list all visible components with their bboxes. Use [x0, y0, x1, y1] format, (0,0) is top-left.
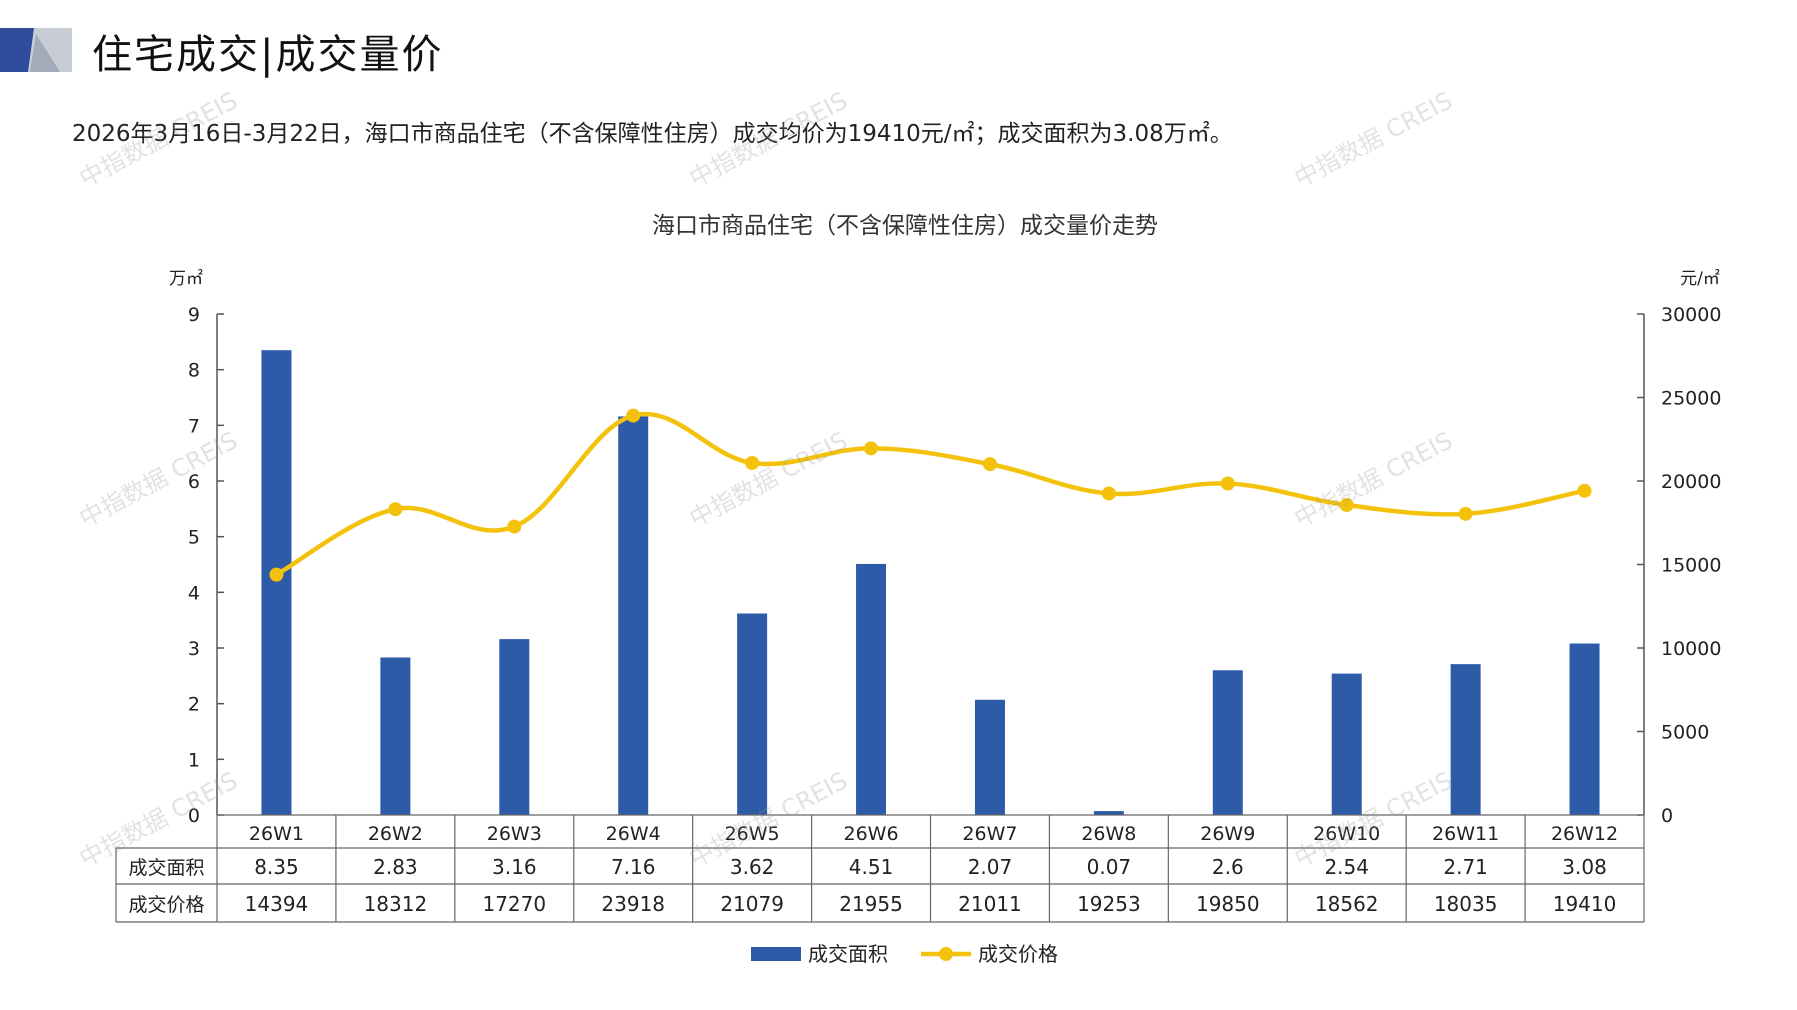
table-cell-area: 2.6	[1212, 855, 1244, 879]
right-axis-unit: 元/㎡	[1680, 269, 1720, 289]
left-axis-tick-label: 2	[188, 694, 200, 716]
bar-area-26W9	[1212, 670, 1243, 815]
left-axis-tick-label: 4	[188, 582, 200, 604]
table-cell-area: 8.35	[254, 855, 299, 879]
table-cell-price: 18312	[364, 892, 428, 916]
legend-label-price: 成交价格	[978, 942, 1058, 966]
table-cell-area: 4.51	[849, 855, 894, 879]
table-cell-price: 23918	[601, 892, 665, 916]
table-cell-area: 3.08	[1562, 855, 1607, 879]
x-tick-label: 26W4	[606, 823, 661, 845]
right-axis-tick-label: 25000	[1661, 388, 1721, 410]
legend-label-area: 成交面积	[808, 942, 888, 966]
left-axis-tick-label: 1	[188, 749, 200, 771]
price-point-26W7	[982, 457, 997, 472]
table-cell-price: 17270	[482, 892, 546, 916]
price-point-26W1	[269, 567, 284, 582]
table-cell-price: 18562	[1315, 892, 1379, 916]
right-axis-tick-label: 0	[1661, 805, 1673, 827]
price-point-26W12	[1577, 483, 1592, 498]
left-axis-tick-label: 3	[188, 638, 200, 660]
table-cell-area: 7.16	[611, 855, 656, 879]
bar-area-26W6	[856, 563, 887, 815]
left-axis-tick-label: 5	[188, 527, 200, 549]
price-point-26W9	[1220, 476, 1235, 491]
legend-swatch-price-marker	[939, 947, 953, 961]
price-point-26W5	[745, 455, 760, 470]
table-cell-price: 18035	[1434, 892, 1498, 916]
right-axis-tick-label: 20000	[1661, 471, 1721, 493]
price-point-26W10	[1339, 498, 1354, 513]
right-axis-tick-label: 10000	[1661, 638, 1721, 660]
x-tick-label: 26W5	[725, 823, 780, 845]
bar-area-26W8	[1093, 811, 1124, 815]
table-cell-area: 2.07	[968, 855, 1013, 879]
left-axis-tick-label: 0	[188, 805, 200, 827]
bar-area-26W3	[499, 639, 530, 815]
price-point-26W11	[1458, 506, 1473, 521]
x-tick-label: 26W9	[1200, 823, 1255, 845]
table-cell-price: 19850	[1196, 892, 1260, 916]
table-cell-price: 19410	[1553, 892, 1617, 916]
table-cell-area: 2.71	[1443, 855, 1488, 879]
x-tick-label: 26W12	[1551, 823, 1618, 845]
right-axis-tick-label: 5000	[1661, 722, 1709, 744]
price-point-26W6	[864, 441, 879, 456]
x-tick-label: 26W3	[487, 823, 542, 845]
table-row-label-price: 成交价格	[128, 894, 204, 916]
table-cell-price: 14394	[245, 892, 309, 916]
x-tick-label: 26W6	[844, 823, 899, 845]
table-cell-area: 0.07	[1087, 855, 1132, 879]
right-axis-tick-label: 30000	[1661, 304, 1721, 326]
page-title: 住宅成交|成交量价	[92, 32, 444, 78]
bar-area-26W12	[1569, 643, 1600, 815]
table-cell-area: 3.62	[730, 855, 775, 879]
x-tick-label: 26W1	[249, 823, 304, 845]
table-cell-area: 2.83	[373, 855, 418, 879]
accent-bar-shade	[30, 34, 60, 72]
price-point-26W2	[388, 502, 403, 517]
bar-area-26W5	[737, 613, 768, 815]
price-point-26W4	[626, 408, 641, 423]
x-tick-label: 26W2	[368, 823, 423, 845]
bar-area-26W7	[974, 699, 1005, 815]
table-cell-price: 21955	[839, 892, 903, 916]
left-axis-tick-label: 8	[188, 360, 200, 382]
bar-area-26W2	[380, 657, 411, 815]
price-point-26W8	[1101, 486, 1116, 501]
left-axis-tick-label: 9	[188, 304, 200, 326]
bar-area-26W11	[1450, 664, 1481, 815]
header-accent-bar	[0, 28, 72, 72]
table-cell-area: 2.54	[1324, 855, 1369, 879]
legend-swatch-area	[751, 947, 801, 961]
left-axis-tick-label: 7	[188, 415, 200, 437]
table-row-label-area: 成交面积	[128, 857, 204, 879]
left-axis-tick-label: 6	[188, 471, 200, 493]
price-line	[274, 411, 1587, 577]
accent-bar-dark	[0, 28, 36, 72]
left-axis-unit: 万㎡	[169, 269, 203, 289]
price-point-26W3	[507, 519, 522, 534]
table-cell-area: 3.16	[492, 855, 537, 879]
table-cell-price: 21079	[720, 892, 784, 916]
bar-area-26W4	[618, 416, 649, 815]
table-cell-price: 19253	[1077, 892, 1141, 916]
table-cell-price: 21011	[958, 892, 1022, 916]
x-tick-label: 26W10	[1313, 823, 1380, 845]
x-tick-label: 26W8	[1081, 823, 1136, 845]
x-tick-label: 26W7	[962, 823, 1017, 845]
bar-area-26W10	[1331, 673, 1362, 815]
chart-title: 海口市商品住宅（不含保障性住房）成交量价走势	[652, 213, 1158, 239]
right-axis-tick-label: 15000	[1661, 555, 1721, 577]
x-tick-label: 26W11	[1432, 823, 1499, 845]
summary-text: 2026年3月16日-3月22日，海口市商品住宅（不含保障性住房）成交均价为19…	[72, 121, 1233, 147]
bar-area-26W1	[261, 350, 292, 815]
